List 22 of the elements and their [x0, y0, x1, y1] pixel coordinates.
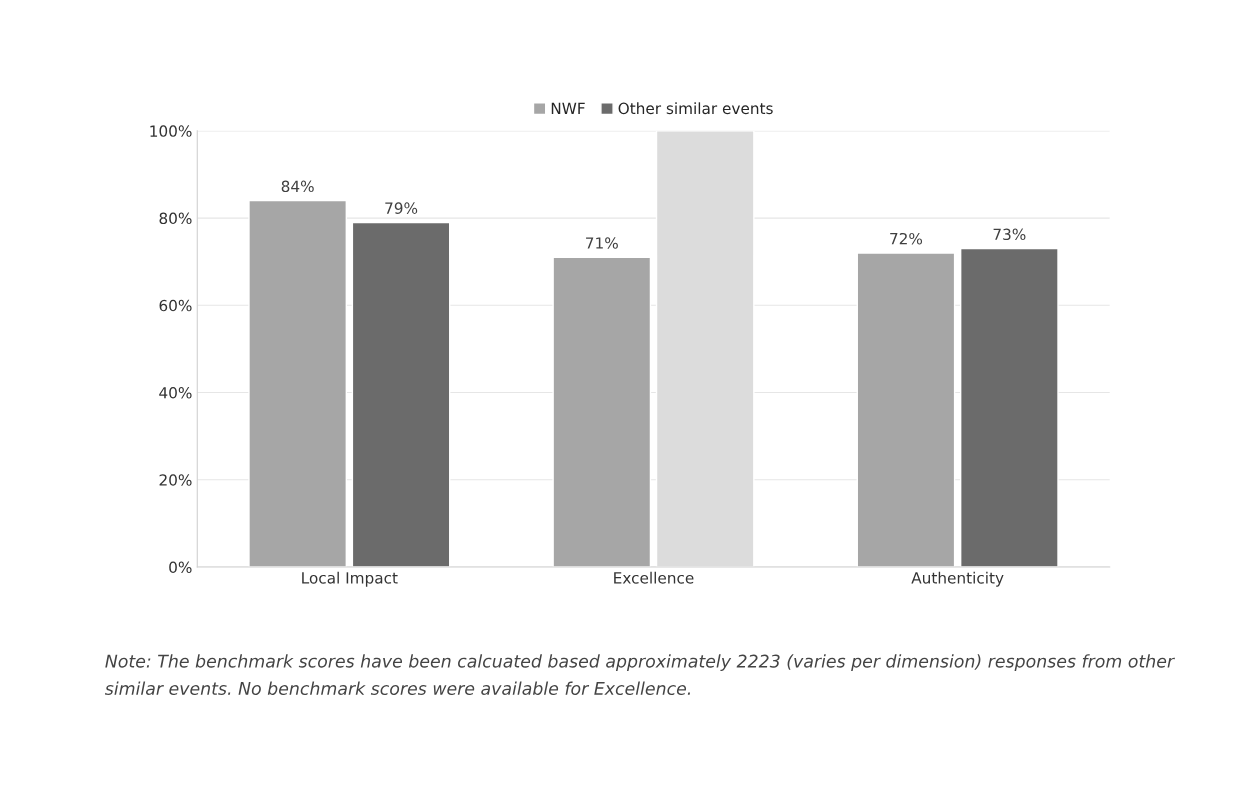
bar — [248, 199, 348, 567]
bar — [351, 221, 451, 567]
data-label: 73% — [993, 228, 1026, 241]
x-tick-label: Excellence — [614, 571, 694, 584]
bar — [856, 252, 956, 567]
data-label: 84% — [281, 180, 314, 193]
y-tick-label: 0% — [169, 561, 192, 574]
y-tick-label: 100% — [150, 125, 192, 137]
y-tick-label: 40% — [159, 387, 192, 399]
x-tick-label: Authenticity — [911, 571, 1004, 587]
x-tick-label: Local Impact — [302, 571, 398, 587]
legend-label: NWF — [551, 102, 585, 114]
data-label: 71% — [586, 237, 618, 249]
data-label: 79% — [385, 202, 418, 214]
data-label: 72% — [890, 232, 923, 245]
bar — [959, 247, 1059, 567]
bar — [552, 256, 652, 567]
y-tick-label: 20% — [159, 474, 192, 486]
y-tick-label: 60% — [159, 299, 192, 312]
y-tick-label: 80% — [159, 212, 192, 225]
legend-label: Other similar events — [618, 102, 773, 115]
text: Note: The benchmark scores have been calcuated based approximately 2223 (varies per dimension) responses from other similar events. No benchmark scores were available for Excellence. — [105, 654, 1175, 696]
